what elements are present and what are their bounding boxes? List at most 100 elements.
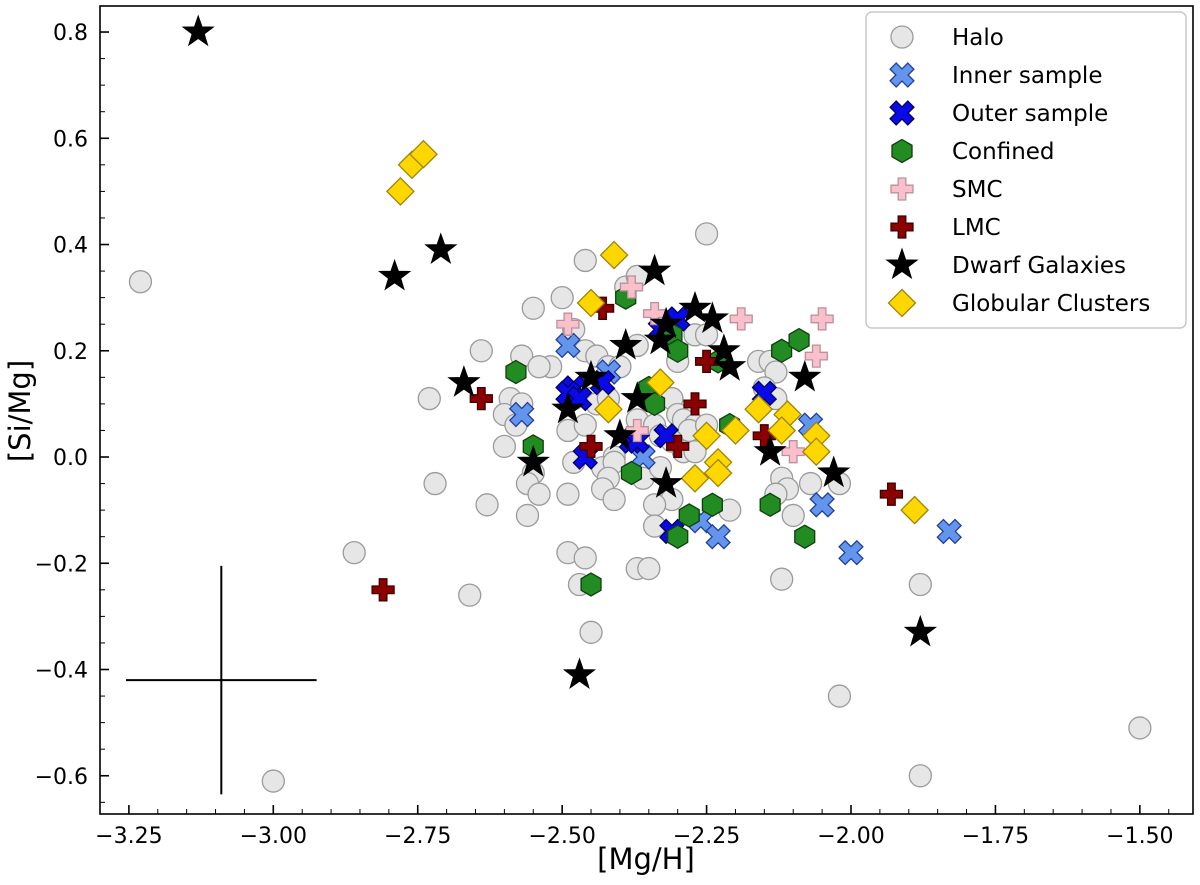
data-point xyxy=(683,392,707,416)
data-point xyxy=(645,368,675,398)
data-point xyxy=(424,232,458,265)
data-point xyxy=(678,290,712,323)
plot-border xyxy=(99,5,1194,815)
data-point xyxy=(602,487,626,512)
data-point xyxy=(128,270,153,294)
data-point xyxy=(550,285,574,310)
data-point xyxy=(649,466,683,498)
data-point xyxy=(527,355,551,379)
legend-marker-star-icon xyxy=(885,247,919,280)
data-point xyxy=(753,434,787,466)
x-axis-label: [Mg/H] xyxy=(597,842,695,876)
data-point xyxy=(371,578,395,602)
y-tick-label: −0.6 xyxy=(35,765,88,790)
data-point xyxy=(770,567,794,591)
data-point xyxy=(729,307,753,331)
legend-item-halo: Halo xyxy=(890,25,1004,51)
data-point xyxy=(649,306,683,339)
data-point xyxy=(936,518,963,545)
data-point xyxy=(900,495,930,525)
series-lmc xyxy=(371,296,904,602)
data-point xyxy=(562,657,597,690)
data-point xyxy=(516,444,550,477)
data-point xyxy=(593,394,623,424)
data-point xyxy=(625,418,649,443)
data-point xyxy=(781,440,805,464)
data-point xyxy=(492,434,517,459)
data-point xyxy=(643,322,677,355)
data-point xyxy=(423,471,447,496)
legend-item-confined: Confined xyxy=(891,138,1055,165)
data-point xyxy=(879,482,904,506)
data-point xyxy=(1128,716,1152,740)
data-point xyxy=(908,572,932,597)
data-point xyxy=(515,503,540,528)
data-point xyxy=(744,394,774,424)
data-point xyxy=(694,349,719,374)
data-point xyxy=(809,491,835,518)
data-point xyxy=(603,418,637,450)
x-tick-label: −3.25 xyxy=(95,824,162,849)
legend-box xyxy=(865,11,1187,329)
legend-label: LMC xyxy=(952,215,1001,241)
data-point xyxy=(385,176,415,206)
data-point xyxy=(580,572,602,597)
data-point xyxy=(683,440,707,464)
x-tick-label: −2.75 xyxy=(384,824,451,849)
data-point xyxy=(556,312,580,336)
x-tick-label: −2.50 xyxy=(528,824,595,849)
data-point xyxy=(579,620,603,644)
legend-marker-plus-icon xyxy=(890,215,914,239)
legend-item-smc: SMC xyxy=(890,177,1003,203)
series-dwarf-galaxies xyxy=(181,14,937,690)
data-point xyxy=(551,391,585,424)
legend-item-outer-sample: Outer sample xyxy=(889,100,1108,127)
series-smc xyxy=(556,275,834,464)
data-point xyxy=(767,416,797,445)
data-point xyxy=(378,258,412,291)
legend-item-globular-clusters: Globular Clusters xyxy=(887,288,1150,318)
data-point xyxy=(666,434,690,459)
legend-label: Outer sample xyxy=(952,101,1108,127)
data-point xyxy=(713,349,747,381)
data-point xyxy=(788,327,810,353)
data-point xyxy=(469,339,493,363)
data-point xyxy=(667,524,689,549)
data-point xyxy=(576,288,606,318)
data-point xyxy=(458,583,482,607)
data-point xyxy=(908,764,932,788)
data-point xyxy=(409,139,438,169)
x-tick-label: −2.25 xyxy=(673,824,740,849)
data-point xyxy=(505,359,527,385)
data-point xyxy=(579,434,603,459)
legend-marker-x-icon xyxy=(889,100,915,126)
legend-item-dwarf-galaxies: Dwarf Galaxies xyxy=(885,247,1126,280)
legend-label: Globular Clusters xyxy=(952,291,1150,317)
y-tick-label: 0.0 xyxy=(53,446,88,471)
data-point xyxy=(810,307,834,331)
data-point xyxy=(703,458,733,488)
axis-ticks xyxy=(100,31,1170,814)
data-point xyxy=(788,359,822,392)
data-point xyxy=(801,437,831,467)
data-point xyxy=(707,333,741,365)
data-point xyxy=(181,14,215,47)
y-tick-label: 0.4 xyxy=(53,234,88,259)
y-axis-label: [Si/Mg] xyxy=(3,360,37,462)
data-point xyxy=(838,539,864,566)
data-point xyxy=(342,540,366,565)
data-point xyxy=(781,503,805,528)
data-point xyxy=(642,493,667,517)
data-point xyxy=(508,401,535,428)
y-tick-label: 0.8 xyxy=(53,21,88,46)
data-point xyxy=(637,253,672,286)
data-point xyxy=(599,240,629,270)
data-point xyxy=(653,422,679,449)
x-tick-label: −1.50 xyxy=(1106,824,1173,849)
data-point xyxy=(573,546,597,570)
series-globular-clusters xyxy=(385,139,930,525)
tick-labels: −3.25 −3.00 −2.75 −2.50 −2.25 −2.00 −1.75 −1.50… xyxy=(35,21,1174,849)
legend-item-lmc: LMC xyxy=(890,215,1001,241)
data-point xyxy=(692,421,722,451)
data-point xyxy=(521,296,545,320)
